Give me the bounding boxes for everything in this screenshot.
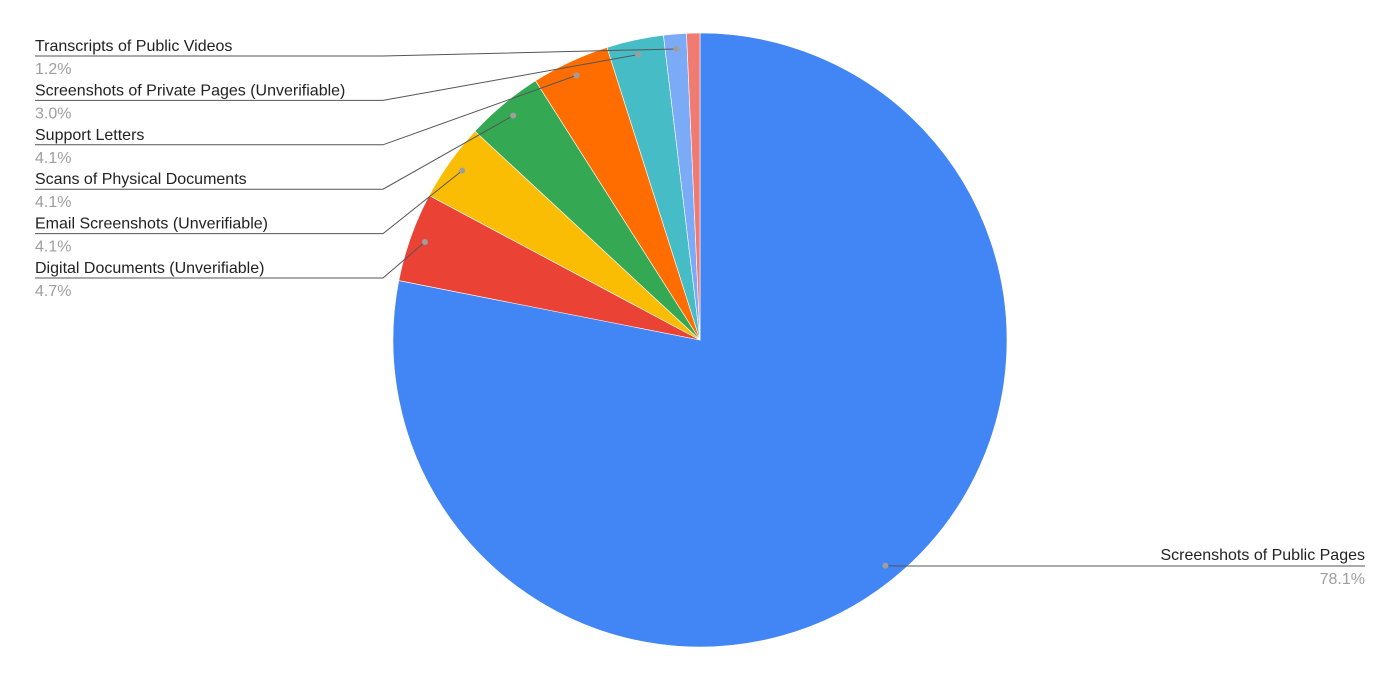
slice-label: Transcripts of Public Videos xyxy=(35,38,232,55)
leader-dot xyxy=(421,238,428,245)
slice-label: Screenshots of Private Pages (Unverifiab… xyxy=(35,82,345,99)
leader-line xyxy=(35,115,514,190)
leader-dot xyxy=(510,112,517,119)
leader-line xyxy=(35,241,426,279)
slice-label: Email Screenshots (Unverifiable) xyxy=(35,216,268,233)
leader-dot xyxy=(635,51,642,58)
leader-line xyxy=(35,74,577,146)
leader-dot xyxy=(673,45,680,52)
leader-line xyxy=(35,170,463,235)
slice-percent: 78.1% xyxy=(1320,571,1365,588)
leader-line xyxy=(35,54,639,101)
leader-line xyxy=(35,48,677,57)
pie-slice xyxy=(392,32,1008,648)
slice-label: Scans of Physical Documents xyxy=(35,171,247,188)
slice-percent: 4.1% xyxy=(35,239,71,256)
pie-slice xyxy=(686,32,701,341)
slice-percent: 4.1% xyxy=(35,194,71,211)
slice-percent: 4.7% xyxy=(35,283,71,300)
slice-label: Support Letters xyxy=(35,127,144,144)
slice-percent: 3.0% xyxy=(35,105,71,122)
leader-dot xyxy=(459,167,466,174)
slice-percent: 1.2% xyxy=(35,61,71,78)
leader-dot xyxy=(573,72,580,79)
slice-label: Digital Documents (Unverifiable) xyxy=(35,260,264,277)
leader-dot xyxy=(882,562,889,569)
slice-label: Screenshots of Public Pages xyxy=(1160,547,1365,564)
slice-percent: 4.1% xyxy=(35,150,71,167)
